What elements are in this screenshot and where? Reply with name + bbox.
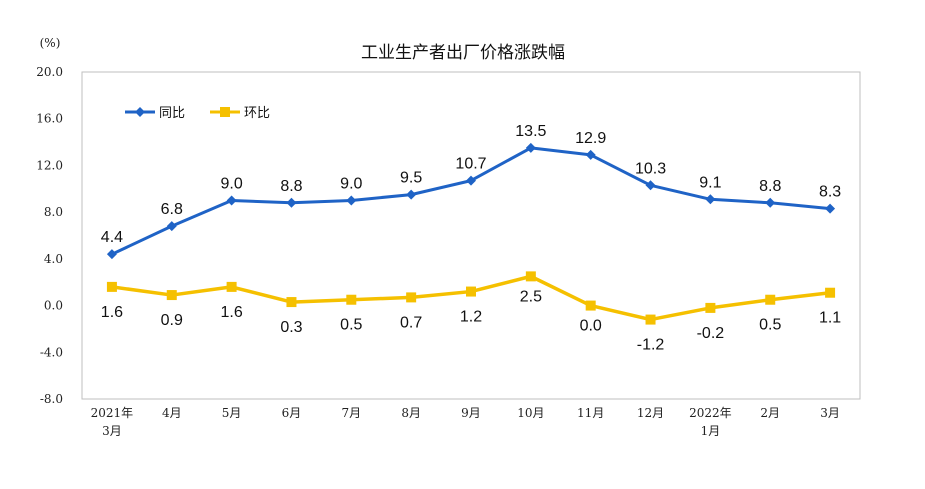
data-point [346,294,357,305]
chart-title: 工业生产者出厂价格涨跌幅 [361,43,565,63]
data-point [705,302,716,313]
data-label: 1.2 [460,309,482,326]
x-tick-label: 6月 [282,406,302,420]
legend-label: 同比 [159,106,185,121]
plot-area-frame [81,71,861,400]
x-tick-label: 2021年 [91,406,134,420]
data-label: 2.5 [520,288,542,305]
data-point [466,286,476,297]
data-label: 1.6 [220,304,242,321]
data-point [825,203,836,214]
data-label: -0.2 [697,325,725,342]
x-tick-label: 9月 [461,406,481,420]
x-tick-label: 5月 [222,406,242,420]
y-tick-label: -8.0 [40,392,63,406]
data-point [765,197,776,208]
data-point [825,287,836,298]
data-label: 1.1 [819,310,841,327]
data-point [705,194,716,205]
data-label: 0.3 [280,319,302,336]
data-point [645,314,656,325]
data-label: 0.0 [580,318,602,335]
data-point [226,195,237,206]
data-label: 0.9 [161,312,183,329]
legend-marker [220,107,230,117]
data-point [585,300,596,311]
y-axis-unit: (%) [40,36,61,50]
data-label: 0.5 [340,317,362,334]
data-point [525,142,536,153]
data-label: 8.8 [759,178,781,195]
legend-label: 环比 [244,106,270,121]
data-point [166,290,177,301]
y-tick-label: 0.0 [44,299,63,313]
x-tick-label: 8月 [401,406,421,420]
data-point [765,294,776,305]
data-label: 9.0 [220,175,242,192]
data-label: 12.9 [575,130,606,147]
legend-marker [135,107,145,117]
y-tick-label: 4.0 [44,252,63,266]
data-label: 6.8 [161,201,183,218]
data-label: 1.6 [101,304,123,321]
y-axis-ticks: 20.0 16.0 12.0 8.0 4.0 0.0 -4.0 -8.0 [36,65,63,406]
data-point [466,175,476,186]
data-label: 10.3 [635,160,666,177]
y-tick-label: 16.0 [36,112,63,126]
data-label: -1.2 [637,337,665,354]
data-label: 9.0 [340,175,362,192]
data-point [406,189,417,200]
data-point [106,281,117,292]
x-tick-label: 2022年 [689,406,732,420]
data-point [346,195,357,206]
data-point [226,281,237,292]
x-tick-label: 4月 [162,406,182,420]
data-point [286,297,297,308]
data-point [406,292,417,303]
data-label: 4.4 [101,229,123,246]
data-point [106,249,117,260]
data-point [585,149,596,160]
data-label: 10.7 [455,156,486,173]
series-layer: 4.4 6.8 9.0 8.8 9.0 9.5 10.7 13.5 12.9 10.3 9.1 8.8… [101,123,841,354]
data-label: 0.5 [759,317,781,334]
y-tick-label: 12.0 [36,158,63,172]
data-point [645,180,656,191]
x-tick-label: 3月 [820,406,840,420]
data-label: 8.3 [819,184,841,201]
x-tick-label: 2月 [760,406,780,420]
data-label: 0.7 [400,314,422,331]
x-tick-label: 1月 [701,424,721,438]
data-label: 9.5 [400,170,422,187]
x-tick-label: 7月 [341,406,361,420]
x-axis-ticks: 2021年 3月 4月 5月 6月 7月 8月 9月 10月 11月 12月 2022年 1月 2月 3月 [91,406,840,438]
data-label: 8.8 [280,178,302,195]
x-tick-label: 12月 [637,406,664,420]
x-tick-label: 11月 [577,406,604,420]
data-label: 9.1 [699,174,721,191]
x-tick-label: 10月 [517,406,544,420]
data-point [166,221,177,232]
legend: 同比 环比 [125,106,270,121]
data-label: 13.5 [515,123,546,140]
y-tick-label: -4.0 [40,345,63,359]
y-tick-label: 8.0 [44,205,63,219]
x-tick-label: 3月 [102,424,122,438]
y-tick-label: 20.0 [36,65,63,79]
data-point [525,271,536,282]
data-point [286,197,297,208]
